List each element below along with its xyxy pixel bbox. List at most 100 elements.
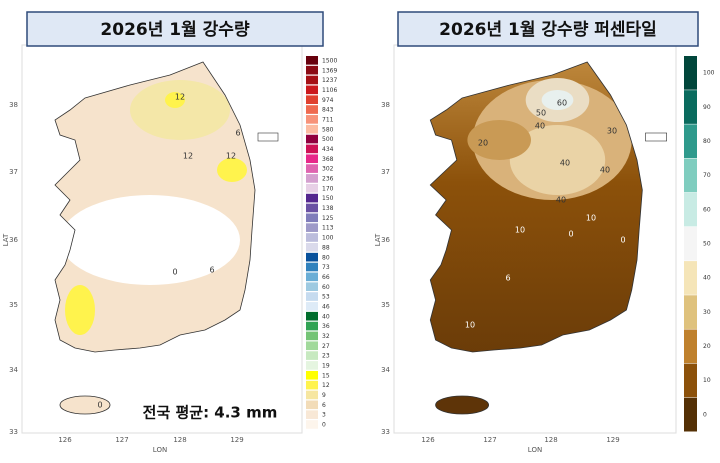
legend-swatch <box>306 134 318 144</box>
legend-swatch <box>684 397 697 432</box>
annotation: 전국 평균: 4.3 mm <box>143 404 278 422</box>
legend-label: 1237 <box>322 77 337 84</box>
contour-label: 6 <box>505 274 510 283</box>
legend-swatch <box>684 90 697 124</box>
legend-swatch <box>306 144 318 154</box>
legend-swatch <box>306 272 318 282</box>
legend-swatch <box>306 223 318 232</box>
legend-swatch <box>684 158 697 193</box>
lon-tick-label: 129 <box>230 436 243 444</box>
legend-swatch <box>306 292 318 301</box>
legend-label: 23 <box>322 353 330 360</box>
legend-swatch <box>306 370 318 380</box>
legend-swatch <box>306 105 318 114</box>
lon-tick-label: 128 <box>173 436 186 444</box>
y-axis-label: LAT <box>374 233 382 246</box>
contour-label: 0 <box>172 268 177 277</box>
legend-label: 60 <box>703 206 711 213</box>
lat-tick-label: 33 <box>381 428 390 436</box>
legend-label: 138 <box>322 205 334 212</box>
legend-label: 40 <box>703 275 711 282</box>
legend-swatch <box>306 233 318 242</box>
lon-tick-label: 127 <box>483 436 496 444</box>
legend-label: 9 <box>322 392 326 399</box>
legend-label: 711 <box>322 116 334 123</box>
lon-tick-label: 126 <box>421 436 435 444</box>
legend-swatch <box>306 183 318 193</box>
contour-label: 10 <box>465 321 475 330</box>
panel-title: 2026년 1월 강수량 퍼센타일 <box>439 20 657 40</box>
legend-swatch <box>306 65 318 75</box>
legend-swatch <box>306 75 318 85</box>
legend-swatch <box>306 115 318 124</box>
legend-label: 32 <box>322 333 330 340</box>
legend-label: 36 <box>322 323 330 330</box>
legend-label: 580 <box>322 126 334 133</box>
legend-swatch <box>684 226 697 261</box>
contour-label: 12 <box>175 93 185 102</box>
legend-label: 20 <box>703 343 711 350</box>
lon-tick-label: 127 <box>115 436 128 444</box>
contour-label: 12 <box>183 152 193 161</box>
legend-swatch <box>306 321 318 331</box>
legend-swatch <box>306 420 318 429</box>
legend-swatch <box>306 243 318 252</box>
legend-label: 60 <box>322 284 330 291</box>
lat-tick-label: 34 <box>381 366 390 374</box>
legend-swatch <box>684 261 697 295</box>
legend-swatch <box>306 361 318 370</box>
legend-swatch <box>306 390 318 400</box>
legend-label: 302 <box>322 166 334 173</box>
lat-tick-label: 36 <box>381 236 390 244</box>
legend-label: 0 <box>703 411 707 418</box>
contour-label: 20 <box>478 139 488 148</box>
panel-percentile: 60 50 40 40 40 40 30 20 10 10 0 0 6 10 2… <box>393 11 699 434</box>
lat-tick-label: 35 <box>9 301 18 309</box>
legend-swatch <box>684 124 697 159</box>
lat-tick-label: 34 <box>9 366 18 374</box>
legend-label: 46 <box>322 303 330 310</box>
legend-swatch <box>684 192 697 227</box>
legend-label: 40 <box>322 313 330 320</box>
title-box <box>397 11 699 47</box>
legend-label: 1369 <box>322 67 337 74</box>
legend-label: 125 <box>322 215 334 222</box>
contour-label: 50 <box>536 109 546 118</box>
lat-tick-label: 35 <box>381 301 390 309</box>
legend-label: 30 <box>703 309 711 316</box>
legend-label: 1106 <box>322 87 337 94</box>
legend-label: 53 <box>322 294 330 301</box>
contour-label: 0 <box>620 236 625 245</box>
legend-swatch <box>306 302 318 311</box>
legend-label: 80 <box>703 138 711 145</box>
legend-swatch <box>306 95 318 105</box>
lat-tick-label: 38 <box>9 101 18 109</box>
legend-swatch <box>306 56 318 65</box>
legend-label: 80 <box>322 254 330 261</box>
legend-label: 236 <box>322 176 334 183</box>
jeju <box>435 395 490 415</box>
contour-label: 10 <box>586 214 596 223</box>
legend-swatch <box>684 295 697 329</box>
legend-label: 434 <box>322 146 334 153</box>
lon-tick-label: 129 <box>606 436 619 444</box>
contour-label: 60 <box>557 99 567 108</box>
legend-label: 1500 <box>322 57 337 64</box>
legend-label: 3 <box>322 412 326 419</box>
contour-label: 6 <box>209 266 214 275</box>
legend-label: 843 <box>322 107 334 114</box>
contour-label: 0 <box>97 401 102 410</box>
lat-tick-label: 37 <box>381 168 390 176</box>
inset-box <box>645 132 667 142</box>
legend-label: 12 <box>322 382 330 389</box>
legend-swatch <box>306 213 318 223</box>
lat-tick-label: 38 <box>381 101 390 109</box>
legend-label: 73 <box>322 264 330 271</box>
legend-label: 500 <box>322 136 334 143</box>
contour-label: 30 <box>607 127 617 136</box>
legend-label: 10 <box>703 377 711 384</box>
legend-label: 100 <box>703 70 715 77</box>
inset-box <box>257 132 279 142</box>
legend-label: 100 <box>322 235 334 242</box>
